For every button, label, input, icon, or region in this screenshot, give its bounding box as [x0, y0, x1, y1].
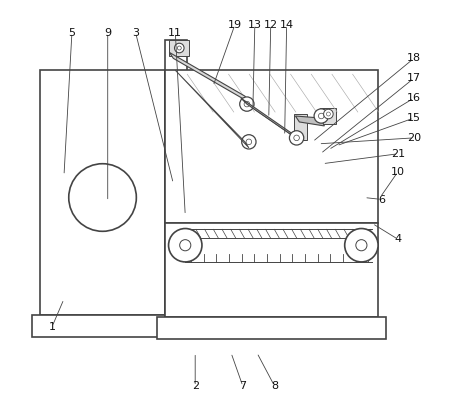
Text: 7: 7: [239, 381, 247, 391]
Polygon shape: [169, 52, 249, 102]
Text: 19: 19: [228, 20, 242, 30]
Bar: [40, 70, 165, 315]
Bar: [169, 40, 189, 55]
Circle shape: [242, 135, 256, 149]
Text: 4: 4: [395, 234, 401, 244]
Bar: [165, 223, 378, 317]
Bar: [165, 40, 187, 317]
Circle shape: [314, 109, 328, 123]
Text: 5: 5: [69, 28, 75, 38]
Text: 3: 3: [132, 28, 139, 38]
Polygon shape: [241, 98, 299, 140]
Text: 15: 15: [407, 113, 421, 123]
Text: 13: 13: [248, 20, 262, 30]
Polygon shape: [296, 116, 325, 126]
Text: 14: 14: [280, 20, 294, 30]
Text: 2: 2: [192, 381, 199, 391]
Text: 12: 12: [264, 20, 278, 30]
Circle shape: [168, 229, 202, 262]
Bar: [165, 70, 378, 223]
Text: 6: 6: [379, 194, 385, 205]
Circle shape: [240, 97, 254, 111]
Text: 1: 1: [49, 322, 55, 332]
Text: 20: 20: [407, 133, 421, 143]
Circle shape: [289, 131, 304, 145]
Text: 9: 9: [104, 28, 111, 38]
Circle shape: [174, 43, 184, 53]
Text: 11: 11: [168, 28, 183, 38]
Circle shape: [324, 109, 333, 119]
Text: 18: 18: [407, 53, 421, 63]
Circle shape: [345, 229, 378, 262]
Text: 17: 17: [407, 73, 421, 83]
Text: 16: 16: [407, 93, 421, 103]
Text: 8: 8: [271, 381, 278, 391]
Bar: [321, 108, 336, 124]
Bar: [158, 317, 386, 339]
Bar: [32, 315, 173, 337]
Text: 10: 10: [391, 167, 405, 177]
Bar: [294, 114, 306, 140]
Text: 21: 21: [391, 149, 405, 159]
